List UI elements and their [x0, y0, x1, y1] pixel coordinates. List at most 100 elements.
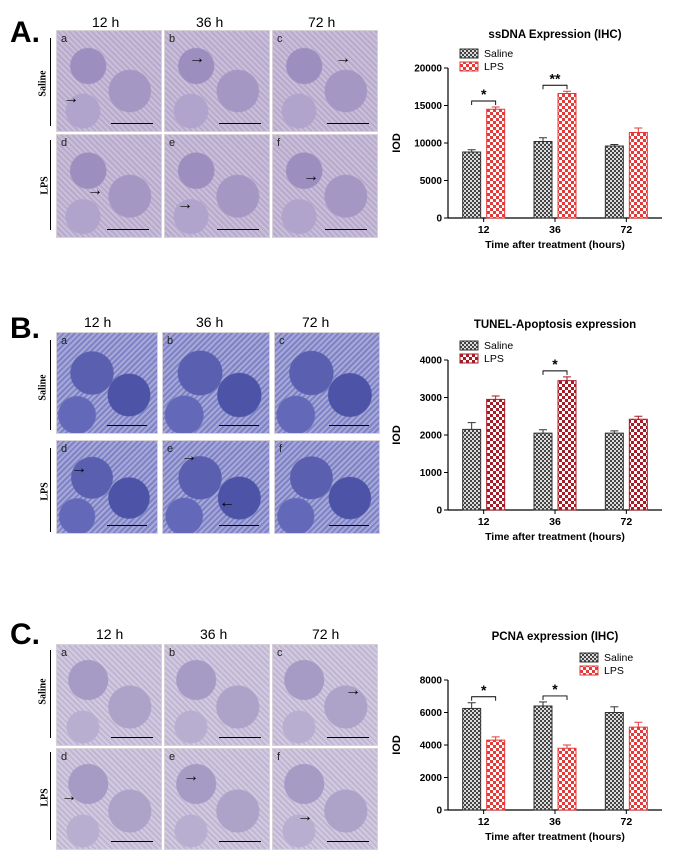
scale-bar	[219, 841, 261, 842]
significance-marker: *	[552, 681, 558, 697]
scale-bar	[327, 737, 369, 738]
legend-label: Saline	[604, 652, 633, 664]
group-divider	[50, 340, 51, 430]
scale-bar	[107, 229, 149, 230]
arrow-icon: →	[177, 196, 193, 213]
time-label-12h: 12 h	[84, 314, 112, 330]
x-tick-label: 72	[620, 224, 632, 236]
scale-bar	[111, 841, 153, 842]
scale-bar	[219, 737, 261, 738]
micrograph-a: a →	[56, 30, 162, 132]
arrow-icon: →	[189, 50, 205, 67]
arrow-icon: →	[345, 682, 361, 699]
image-letter: f	[277, 137, 281, 149]
image-letter: c	[279, 335, 285, 347]
bar-saline-12	[462, 707, 482, 811]
significance-marker: *	[481, 682, 487, 698]
time-label-36h: 36 h	[196, 314, 224, 330]
scale-bar	[111, 123, 153, 124]
legend-label: LPS	[604, 665, 624, 677]
group-divider	[50, 38, 51, 126]
y-tick-label: 4000	[420, 741, 443, 752]
y-tick-label: 5000	[420, 176, 443, 187]
y-tick-label: 4000	[420, 356, 443, 367]
image-letter: e	[167, 443, 174, 455]
image-letter: a	[61, 33, 68, 45]
legend-swatch	[579, 665, 599, 676]
y-tick-label: 15000	[414, 101, 442, 112]
significance-bracket	[542, 370, 568, 375]
bar-lps-72	[628, 726, 648, 811]
image-letter: f	[277, 751, 281, 763]
micrograph-f: f →	[272, 134, 378, 238]
image-letter: d	[61, 443, 68, 455]
x-tick-label: 36	[549, 816, 561, 828]
y-axis-label: IOD	[391, 133, 403, 153]
arrow-icon: →	[183, 768, 199, 785]
x-tick-label: 72	[620, 516, 632, 528]
legend-label: Saline	[484, 340, 513, 352]
scale-bar	[329, 425, 369, 426]
arrow-icon: →	[335, 50, 351, 67]
image-letter: a	[61, 647, 68, 659]
y-tick-label: 0	[436, 214, 442, 225]
micrograph-a: a	[56, 644, 162, 746]
group-label-saline: Saline	[37, 678, 49, 705]
legend-label: LPS	[484, 61, 504, 73]
chart-title: TUNEL-Apoptosis expression	[474, 319, 636, 331]
legend-swatch	[459, 353, 479, 364]
x-tick-label: 12	[478, 816, 490, 828]
arrow-icon: →	[87, 182, 103, 199]
micrograph-d: d →	[56, 134, 162, 238]
micrograph-e: e →	[164, 748, 270, 850]
y-tick-label: 20000	[414, 64, 442, 75]
micrograph-a: a	[56, 332, 158, 434]
bar-lps-36	[557, 747, 577, 811]
micrograph-c: c →	[272, 30, 378, 132]
scale-bar	[327, 841, 369, 842]
image-letter: e	[169, 137, 176, 149]
chart-pcna-svg: PCNA expression (IHC) 0 2000 4000 6000 8000 IO…	[391, 631, 662, 843]
image-letter: c	[277, 647, 283, 659]
micrograph-f: f	[274, 440, 380, 534]
x-tick-label: 12	[478, 224, 490, 236]
image-letter: b	[169, 33, 176, 45]
scale-bar	[219, 425, 259, 426]
chart-ssdna-svg: ssDNA Expression (IHC) 0 5000 10000 15000 200…	[391, 29, 662, 251]
y-axis-label: IOD	[391, 735, 403, 755]
bar-lps-12	[486, 739, 506, 811]
micrograph-c: c →	[272, 644, 378, 746]
chart-title: PCNA expression (IHC)	[492, 631, 619, 643]
legend-swatch	[459, 48, 479, 59]
bar-saline-36	[533, 705, 553, 811]
legend-label: LPS	[484, 353, 504, 365]
scale-bar	[219, 123, 261, 124]
x-axis-label: Time after treatment (hours)	[485, 531, 625, 543]
scale-bar	[325, 229, 367, 230]
significance-bracket	[542, 695, 568, 700]
significance-marker: **	[550, 70, 561, 86]
time-label-72h: 72 h	[308, 14, 336, 30]
y-tick-label: 2000	[420, 431, 443, 442]
y-axis-label: IOD	[391, 425, 403, 445]
arrow-icon: →	[63, 90, 79, 107]
chart-ssdna: ssDNA Expression (IHC) 0 5000 10000 15000 200…	[382, 22, 682, 272]
time-label-36h: 36 h	[196, 14, 224, 30]
scale-bar	[219, 525, 259, 526]
micrograph-e: e →	[164, 134, 270, 238]
y-tick-label: 8000	[420, 676, 443, 687]
time-label-72h: 72 h	[302, 314, 330, 330]
arrow-icon: →	[297, 808, 313, 825]
micrograph-d: d →	[56, 440, 158, 534]
y-tick-label: 0	[436, 806, 442, 817]
time-label-72h: 72 h	[312, 626, 340, 642]
arrow-icon: →	[71, 460, 87, 477]
x-tick-label: 36	[549, 516, 561, 528]
micrograph-b: b →	[164, 30, 270, 132]
group-divider	[50, 448, 51, 532]
time-label-36h: 36 h	[200, 626, 228, 642]
legend-label: Saline	[484, 48, 513, 60]
y-tick-label: 6000	[420, 708, 443, 719]
micrograph-b: b	[162, 332, 270, 434]
legend-swatch	[459, 340, 479, 351]
